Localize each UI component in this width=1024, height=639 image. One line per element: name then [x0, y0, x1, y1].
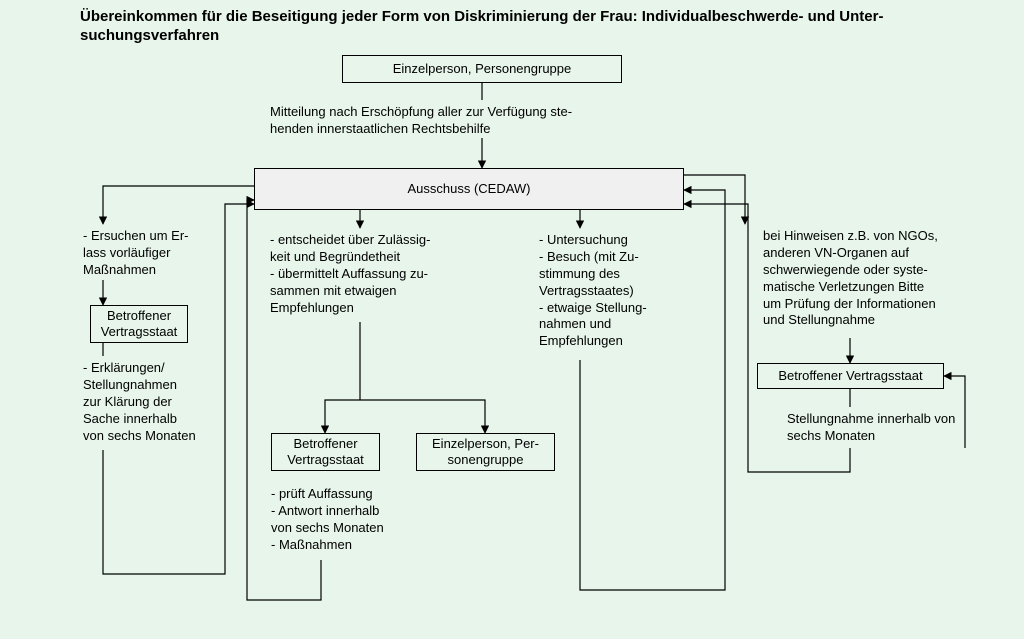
label-mid-untersuchung: - Untersuchung - Besuch (mit Zu- stimmun…: [539, 232, 647, 350]
node-mid-person: Einzelperson, Per- sonengruppe: [416, 433, 555, 471]
label-mitteilung: Mitteilung nach Erschöpfung aller zur Ve…: [270, 104, 572, 138]
edge-e_midlabel_split_l: [325, 400, 360, 433]
page-title: Übereinkommen für die Beseitigung jeder …: [80, 8, 960, 46]
edge-e_midlabel_split_r: [360, 400, 485, 433]
label-left-ersuchen: - Ersuchen um Er- lass vorläufiger Maßna…: [83, 228, 188, 279]
node-right-state: Betroffener Vertragsstaat: [757, 363, 944, 389]
node-start: Einzelperson, Personengruppe: [342, 55, 622, 83]
node-left-state: Betroffener Vertragsstaat: [90, 305, 188, 343]
label-right-ngo: bei Hinweisen z.B. von NGOs, anderen VN-…: [763, 228, 938, 329]
label-mid-prueft: - prüft Auffassung - Antwort innerhalb v…: [271, 486, 384, 554]
label-left-erklaerungen: - Erklärungen/ Stellungnahmen zur Klärun…: [83, 360, 196, 444]
node-mid-state: Betroffener Vertragsstaat: [271, 433, 380, 471]
edge-e_cedaw_to_ngotext: [684, 175, 745, 224]
label-right-stellung: Stellungnahme innerhalb von sechs Monate…: [787, 411, 955, 445]
edge-e_cedaw_to_leftlabel: [103, 186, 254, 224]
label-mid-entscheidet: - entscheidet über Zulässig- keit und Be…: [270, 232, 430, 316]
node-cedaw: Ausschuss (CEDAW): [254, 168, 684, 210]
diagram-canvas: Übereinkommen für die Beseitigung jeder …: [0, 0, 1024, 639]
